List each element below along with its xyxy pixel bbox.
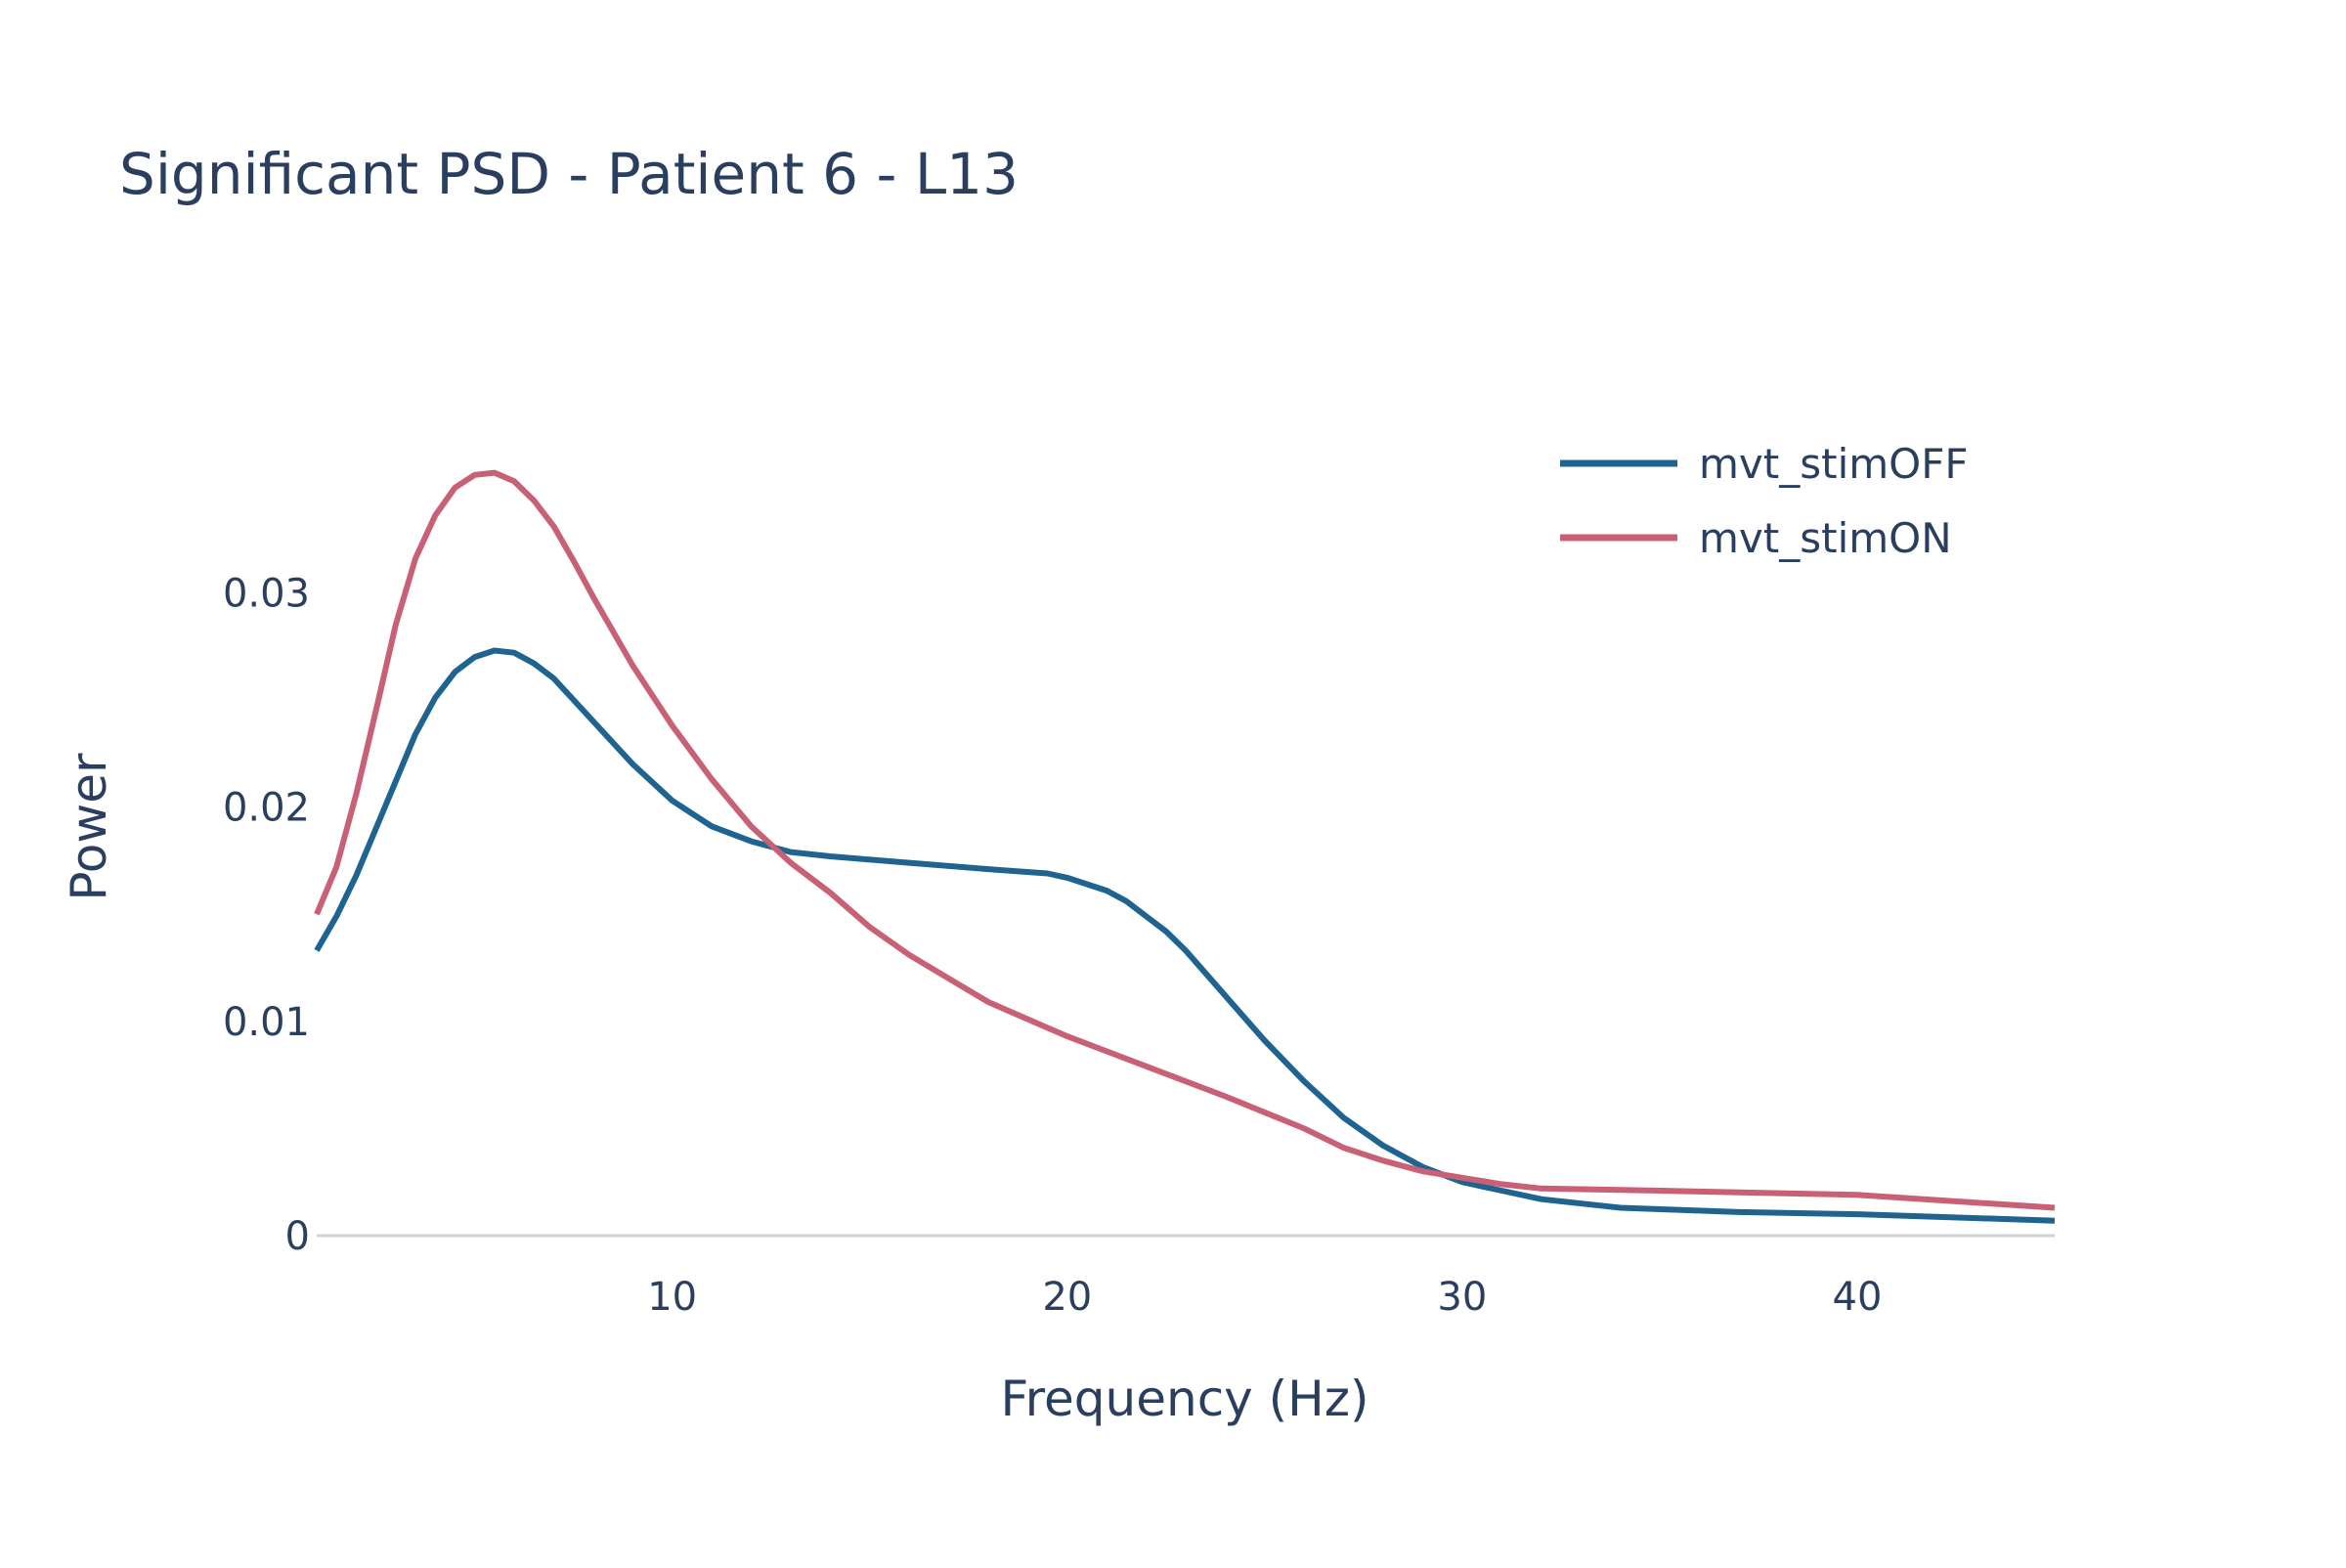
x-axis-ticks: 10 20 30 40 <box>647 1275 1882 1320</box>
x-tick-label: 20 <box>1042 1275 1092 1320</box>
y-tick-label: 0.01 <box>223 1000 310 1045</box>
x-tick-label: 10 <box>647 1275 697 1320</box>
series-line-mvt-stimon <box>314 469 2056 1211</box>
legend[interactable]: mvt_stimOFF mvt_stimON <box>1560 440 1969 562</box>
x-axis-title: Frequency (Hz) <box>1000 1371 1368 1427</box>
x-tick-label: 40 <box>1833 1275 1883 1320</box>
series-layer <box>314 469 2056 1224</box>
y-axis-title: Power <box>61 753 117 901</box>
legend-item-mvt-stimon[interactable]: mvt_stimON <box>1560 514 1952 562</box>
chart-title: Significant PSD - Patient 6 - L13 <box>119 141 1019 207</box>
legend-label: mvt_stimON <box>1699 514 1952 562</box>
legend-item-mvt-stimoff[interactable]: mvt_stimOFF <box>1560 440 1969 488</box>
y-tick-label: 0.03 <box>223 571 310 616</box>
y-tick-label: 0 <box>285 1214 310 1259</box>
y-axis-ticks: 0 0.01 0.02 0.03 <box>223 571 310 1259</box>
legend-label: mvt_stimOFF <box>1699 440 1969 488</box>
plot-area <box>314 469 2056 1238</box>
y-tick-label: 0.02 <box>223 786 310 831</box>
series-line-mvt-stimoff <box>314 647 2056 1224</box>
x-tick-label: 30 <box>1437 1275 1487 1320</box>
